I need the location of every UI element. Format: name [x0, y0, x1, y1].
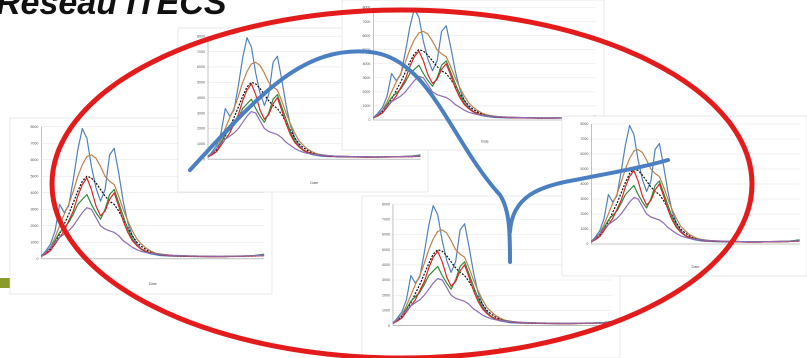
y-tick-label: 8000	[580, 122, 588, 126]
series-line-6	[590, 196, 800, 243]
y-tick-label: 5000	[580, 167, 588, 171]
y-tick-label: 1000	[197, 142, 205, 146]
y-tick-label: 4000	[382, 263, 390, 267]
slide-heading: Réseau ITECS	[0, 0, 227, 22]
y-tick-label: 5000	[197, 81, 205, 85]
y-tick-label: 0	[368, 118, 370, 122]
y-tick-label: 2000	[382, 293, 390, 297]
y-tick-label: 0	[203, 157, 205, 161]
y-tick-label: 8000	[197, 34, 205, 38]
y-tick-label: 2000	[362, 90, 370, 94]
y-tick-label: 6000	[197, 65, 205, 69]
y-tick-label: 3000	[382, 278, 390, 282]
x-axis-label: Date	[481, 140, 489, 144]
y-tick-label: 2000	[197, 127, 205, 131]
y-tick-label: 5000	[382, 248, 390, 252]
y-tick-label: 6000	[580, 152, 588, 156]
y-tick-label: 8000	[30, 125, 38, 129]
series-line-6	[41, 207, 265, 257]
y-tick-label: 3000	[580, 197, 588, 201]
grouping-ellipse	[49, 7, 755, 358]
y-tick-label: 6000	[362, 34, 370, 38]
series-line-6	[207, 110, 421, 158]
series-line-6	[373, 75, 597, 119]
x-axis-label: Date	[149, 282, 157, 286]
y-tick-label: 4000	[580, 182, 588, 186]
y-tick-label: 3000	[30, 208, 38, 212]
y-tick-label: 4000	[362, 62, 370, 66]
series-line-6	[392, 277, 613, 324]
y-tick-label: 1000	[30, 241, 38, 245]
y-tick-label: 1000	[580, 227, 588, 231]
connector-curve	[188, 49, 670, 264]
y-tick-label: 6000	[382, 233, 390, 237]
y-tick-label: 4000	[30, 191, 38, 195]
y-tick-label: 2000	[580, 212, 588, 216]
y-tick-label: 7000	[30, 142, 38, 146]
y-tick-label: 7000	[580, 137, 588, 141]
y-tick-label: 8000	[382, 202, 390, 206]
y-tick-label: 1000	[362, 104, 370, 108]
y-tick-label: 0	[586, 242, 588, 246]
chart-panel-5: 0 1000 2000 3000 4000 5000 6000 7000 8000 Date	[561, 115, 807, 277]
y-tick-label: 4000	[197, 96, 205, 100]
y-tick-label: 0	[36, 257, 38, 261]
x-axis-label: Date	[692, 265, 700, 269]
chart-panel-frame	[561, 115, 807, 277]
y-tick-label: 8000	[362, 6, 370, 10]
x-axis-label: Date	[310, 181, 318, 185]
y-tick-label: 7000	[382, 217, 390, 221]
y-tick-label: 7000	[362, 20, 370, 24]
y-tick-label: 3000	[362, 76, 370, 80]
y-tick-label: 7000	[197, 50, 205, 54]
y-tick-label: 0	[388, 324, 390, 328]
y-tick-label: 5000	[30, 175, 38, 179]
y-tick-label: 6000	[30, 158, 38, 162]
y-tick-label: 2000	[30, 224, 38, 228]
y-tick-label: 1000	[382, 309, 390, 313]
y-tick-label: 3000	[197, 111, 205, 115]
chart-panel-frame	[341, 0, 605, 151]
